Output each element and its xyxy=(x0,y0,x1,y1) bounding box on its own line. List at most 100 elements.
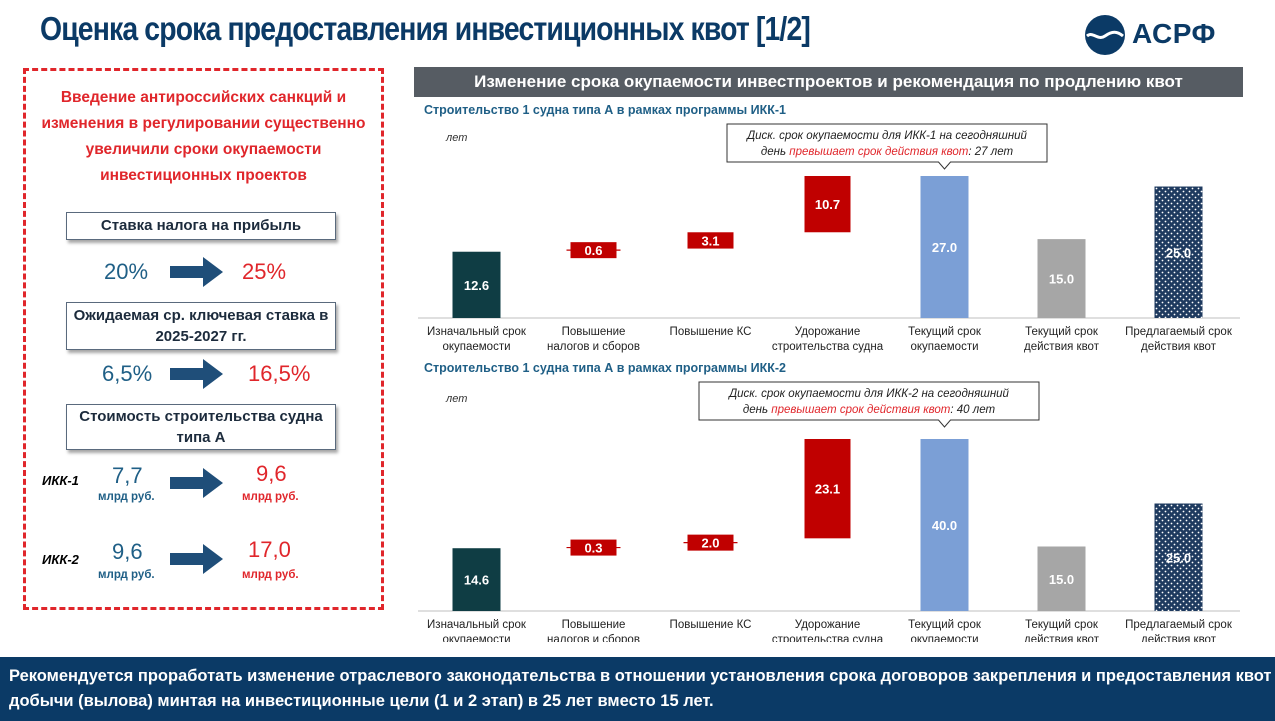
waterfall-bar xyxy=(452,251,501,318)
bar-value-label: 27.0 xyxy=(932,240,957,255)
category-label: Удорожание xyxy=(795,326,860,338)
category-label: строительства судна xyxy=(772,341,884,353)
key-rate-label-line: Ожидаемая ср. ключевая ставка в xyxy=(73,307,329,324)
category-label: Повышение КС xyxy=(670,619,752,631)
category-label: окупаемости xyxy=(442,634,510,642)
bar-value-label: 25.0 xyxy=(1166,245,1191,260)
chart2-subtitle: Строительство 1 судна типа А в рамках пр… xyxy=(424,361,786,375)
bar-value-label: 0.6 xyxy=(584,243,602,258)
ikk2-cost-from-unit: млрд руб. xyxy=(98,569,155,581)
fish-wave-logo-icon xyxy=(1085,15,1125,55)
waterfall-bar xyxy=(804,176,851,233)
logo: АСРФ xyxy=(1084,14,1244,56)
waterfall-bar xyxy=(1154,186,1203,318)
factors-heading: Введение антироссийских санкций и измене… xyxy=(26,85,381,189)
category-label: окупаемости xyxy=(910,341,978,353)
category-label: окупаемости xyxy=(442,341,510,353)
category-label: Текущий срок xyxy=(908,326,982,338)
logo-text: АСРФ xyxy=(1132,18,1216,49)
category-label: Повышение xyxy=(562,326,626,338)
bar-value-label: 12.6 xyxy=(464,278,489,293)
category-label: строительства судна xyxy=(772,634,884,642)
category-label: действия квот xyxy=(1141,341,1217,353)
bar-value-label: 23.1 xyxy=(815,482,840,497)
y-axis-unit-label: лет xyxy=(445,132,467,144)
category-label: действия квот xyxy=(1024,634,1100,642)
callout-line-2: день превышает срок действия квот: 40 ле… xyxy=(743,404,996,416)
key-rate-from: 6,5% xyxy=(102,361,153,386)
waterfall-bar xyxy=(687,232,734,249)
waterfall-bar xyxy=(920,176,969,318)
ikk1-cost-to: 9,6 xyxy=(256,461,287,486)
waterfall-bar xyxy=(452,548,501,611)
page-title: Оценка срока предоставления инвестиционн… xyxy=(40,10,811,47)
chart-ikk1: лет 12.6 Изначальный срок окупаемости 0.6 Пов… xyxy=(418,123,1240,353)
bar-value-label: 40.0 xyxy=(932,518,957,533)
category-label: Предлагаемый срок xyxy=(1125,619,1233,631)
ikk2-cost-from: 9,6 xyxy=(112,539,143,564)
recommendation-banner: Рекомендуется проработать изменение отра… xyxy=(0,657,1275,721)
bar-value-label: 10.7 xyxy=(815,197,840,212)
ikk2-cost-to: 17,0 xyxy=(248,537,291,562)
ship-cost-label-line: типа А xyxy=(176,429,226,446)
bar-value-label: 25.0 xyxy=(1166,550,1191,565)
category-label: Изначальный срок xyxy=(427,326,527,338)
tax-rate-from: 20% xyxy=(104,259,149,284)
factors-heading-line: Введение антироссийских санкций и xyxy=(60,89,347,106)
category-label: Повышение xyxy=(562,619,626,631)
category-label: действия квот xyxy=(1141,634,1217,642)
arrow-right-icon xyxy=(170,544,223,574)
factors-heading-line: изменения в регулировании существенно xyxy=(41,115,366,132)
key-rate-label-box: Ожидаемая ср. ключевая ставка в 2025-202… xyxy=(66,302,336,350)
category-label: Повышение КС xyxy=(670,326,752,338)
ikk1-cost-from-unit: млрд руб. xyxy=(98,491,155,503)
chart-banner: Изменение срока окупаемости инвестпроект… xyxy=(414,67,1243,97)
ship-cost-label-box: Стоимость строительства судна типа А xyxy=(66,404,336,450)
waterfall-bar xyxy=(1154,503,1203,611)
ikk1-cost-from: 7,7 xyxy=(112,463,143,488)
chart-ikk2: лет 14.6 Изначальный срок окупаемости 0.3 Пов… xyxy=(418,381,1240,642)
category-label: налогов и сборов xyxy=(547,634,640,642)
ikk1-label: ИКК-1 xyxy=(42,473,79,488)
tax-rate-to: 25% xyxy=(242,259,287,284)
payback-callout: Диск. срок окупаемости для ИКК-1 на сего… xyxy=(726,123,1048,170)
waterfall-bar xyxy=(687,534,734,551)
arrow-right-icon xyxy=(170,257,223,287)
factors-heading-line: инвестиционных проектов xyxy=(100,167,307,184)
y-axis-unit-label: лет xyxy=(445,393,467,405)
tax-rate-label-box: Ставка налога на прибыль xyxy=(66,212,336,240)
waterfall-bar xyxy=(570,242,617,259)
bar-value-label: 3.1 xyxy=(701,233,719,248)
bar-value-label: 2.0 xyxy=(701,536,719,551)
arrow-right-icon xyxy=(170,468,223,498)
category-label: Изначальный срок xyxy=(427,619,527,631)
factors-heading-line: увеличили сроки окупаемости xyxy=(85,141,322,158)
factors-panel: Введение антироссийских санкций и измене… xyxy=(23,68,384,610)
bar-value-label: 15.0 xyxy=(1049,272,1074,287)
bar-value-label: 0.3 xyxy=(584,541,602,556)
chart1-subtitle: Строительство 1 судна типа А в рамках пр… xyxy=(424,103,786,117)
payback-callout: Диск. срок окупаемости для ИКК-2 на сего… xyxy=(698,381,1040,428)
ship-cost-label-line: Стоимость строительства судна xyxy=(79,408,323,425)
category-label: Текущий срок xyxy=(1025,326,1099,338)
category-label: налогов и сборов xyxy=(547,341,640,353)
callout-line-1: Диск. срок окупаемости для ИКК-2 на сего… xyxy=(727,388,1009,400)
category-label: окупаемости xyxy=(910,634,978,642)
waterfall-bar xyxy=(804,439,851,539)
key-rate-to: 16,5% xyxy=(248,361,311,386)
category-label: Текущий срок xyxy=(908,619,982,631)
waterfall-bar xyxy=(1037,546,1086,611)
category-label: Текущий срок xyxy=(1025,619,1099,631)
bar-value-label: 14.6 xyxy=(464,573,489,588)
callout-line-1: Диск. срок окупаемости для ИКК-1 на сего… xyxy=(745,130,1027,142)
ikk2-cost-to-unit: млрд руб. xyxy=(242,569,299,581)
arrow-right-icon xyxy=(170,359,223,389)
ikk2-label: ИКК-2 xyxy=(42,552,79,567)
waterfall-bar xyxy=(570,539,617,556)
bar-value-label: 15.0 xyxy=(1049,572,1074,587)
waterfall-bar xyxy=(920,439,969,611)
category-label: Предлагаемый срок xyxy=(1125,326,1233,338)
tax-rate-label: Ставка налога на прибыль xyxy=(100,217,302,234)
waterfall-bar xyxy=(1037,239,1086,318)
key-rate-label-line: 2025-2027 гг. xyxy=(155,328,247,345)
